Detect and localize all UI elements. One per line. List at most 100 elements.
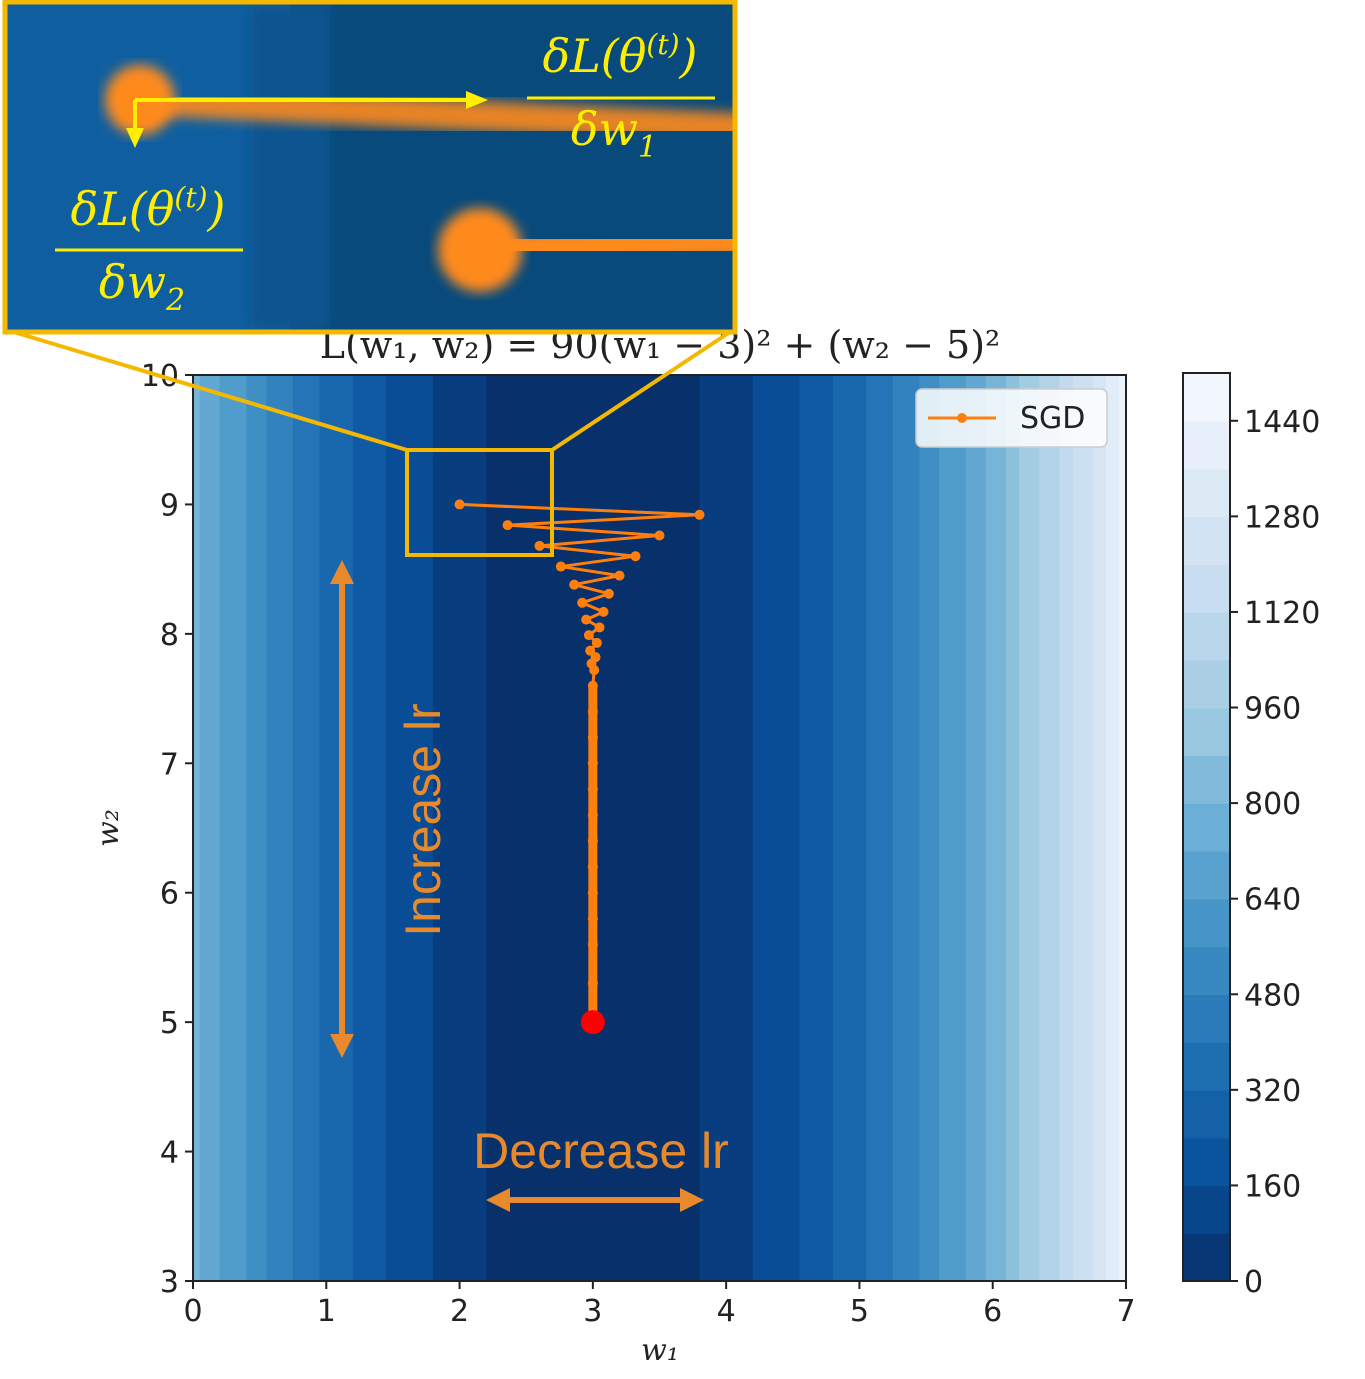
grad-w1-close: ): [679, 29, 698, 83]
contour-band: [959, 375, 967, 1281]
contour-band: [379, 375, 388, 1281]
y-tick-label: 3: [160, 1265, 179, 1300]
contour-band: [1032, 375, 1041, 1281]
contour-band: [806, 375, 814, 1281]
svg-text:δL(θ(t)): δL(θ(t)): [71, 181, 226, 236]
contour-band: [1106, 375, 1114, 1281]
contour-band: [446, 375, 454, 1281]
colorbar-tick-label: 1280: [1244, 500, 1320, 535]
grad-w2-superscript: (t): [174, 181, 207, 214]
sgd-point: [581, 614, 592, 625]
contour-fill: [193, 375, 1126, 1281]
contour-band: [732, 375, 741, 1281]
inset-gradient-arrow-w1-head: [466, 91, 488, 109]
contour-band: [512, 375, 521, 1281]
zoom-inset: δL(θ(t)) δw1 δL(θ(t)) δw2: [2, 0, 738, 335]
y-tick-label: 8: [160, 618, 179, 653]
contour-band: [906, 375, 914, 1281]
contour-band: [219, 375, 228, 1281]
colorbar-band: [1183, 994, 1230, 1043]
contour-band: [452, 375, 461, 1281]
legend-marker-sgd: [957, 413, 967, 423]
x-tick-label: 1: [317, 1294, 336, 1329]
colorbar-band: [1183, 755, 1230, 804]
colorbar-band: [1183, 420, 1230, 470]
sgd-trajectory: [454, 499, 705, 1035]
x-tick-label: 3: [583, 1294, 602, 1329]
contour-band: [292, 375, 301, 1281]
contour-band: [699, 375, 707, 1281]
contour-band: [972, 375, 981, 1281]
contour-band: [852, 375, 861, 1281]
contour-band: [866, 375, 874, 1281]
contour-band: [672, 375, 681, 1281]
contour-band: [466, 375, 474, 1281]
contour-band: [992, 375, 1001, 1281]
contour-band: [912, 375, 921, 1281]
contour-band: [499, 375, 508, 1281]
zoom-region-box: [405, 448, 554, 557]
y-tick-label: 6: [160, 877, 179, 912]
sgd-point: [594, 622, 605, 633]
contour-band: [426, 375, 434, 1281]
contour-band: [886, 375, 894, 1281]
x-axis-ticks: 0 1 2 3 4 5 6 7: [183, 1281, 1136, 1329]
contour-band: [1086, 375, 1094, 1281]
contour-band: [786, 375, 794, 1281]
sgd-point: [454, 499, 465, 510]
colorbar-ticks: 0 160 320 480 640 800 960 1120 1280 1440: [1230, 405, 1320, 1300]
contour-band: [659, 375, 667, 1281]
contour-band: [946, 375, 954, 1281]
contour-band: [506, 375, 514, 1281]
contour-band: [952, 375, 961, 1281]
contour-band: [919, 375, 927, 1281]
grad-w2-numerator: δL(θ: [71, 182, 175, 236]
contour-band: [1066, 375, 1074, 1281]
contour-band: [779, 375, 787, 1281]
contour-band: [819, 375, 827, 1281]
contour-band: [212, 375, 221, 1281]
contour-band: [599, 375, 607, 1281]
grad-w2-fraction: δL(θ(t)) δw2: [55, 181, 243, 318]
contour-band: [279, 375, 288, 1281]
grad-w1-numerator: δL(θ: [543, 29, 647, 83]
inset-path-upper: [125, 85, 733, 143]
contour-band: [486, 375, 494, 1281]
contour-band: [812, 375, 821, 1281]
contour-band: [559, 375, 567, 1281]
contour-band: [239, 375, 248, 1281]
contour-band: [692, 375, 701, 1281]
increase-lr-label: Increase lr: [395, 703, 451, 936]
contour-band: [552, 375, 561, 1281]
colorbar-tick-label: 1120: [1244, 596, 1320, 631]
contour-band: [479, 375, 488, 1281]
minimum-point: [580, 1010, 605, 1035]
contour-band: [346, 375, 354, 1281]
contour-band: [1046, 375, 1054, 1281]
contour-band: [1099, 375, 1107, 1281]
colorbar-tick-label: 640: [1244, 883, 1301, 918]
sgd-point: [569, 579, 580, 590]
contour-band: [412, 375, 421, 1281]
contour-band: [252, 375, 261, 1281]
contour-band: [999, 375, 1007, 1281]
contour-band: [932, 375, 941, 1281]
colorbar-band: [1183, 850, 1230, 900]
colorbar-tick-label: 0: [1244, 1265, 1263, 1300]
contour-band: [739, 375, 747, 1281]
contour-band: [1059, 375, 1067, 1281]
colorbar-band: [1183, 803, 1230, 852]
contour-band: [706, 375, 714, 1281]
x-tick-label: 6: [983, 1294, 1002, 1329]
contour-band: [966, 375, 974, 1281]
contour-band: [259, 375, 268, 1281]
contour-band: [1079, 375, 1087, 1281]
inset-gradient-arrow-w2-head: [126, 128, 144, 148]
sgd-point: [534, 540, 545, 551]
contour-band: [632, 375, 641, 1281]
colorbar-band: [1183, 564, 1230, 613]
contour-band: [519, 375, 528, 1281]
sgd-point: [654, 530, 665, 541]
contour-band: [193, 375, 201, 1281]
